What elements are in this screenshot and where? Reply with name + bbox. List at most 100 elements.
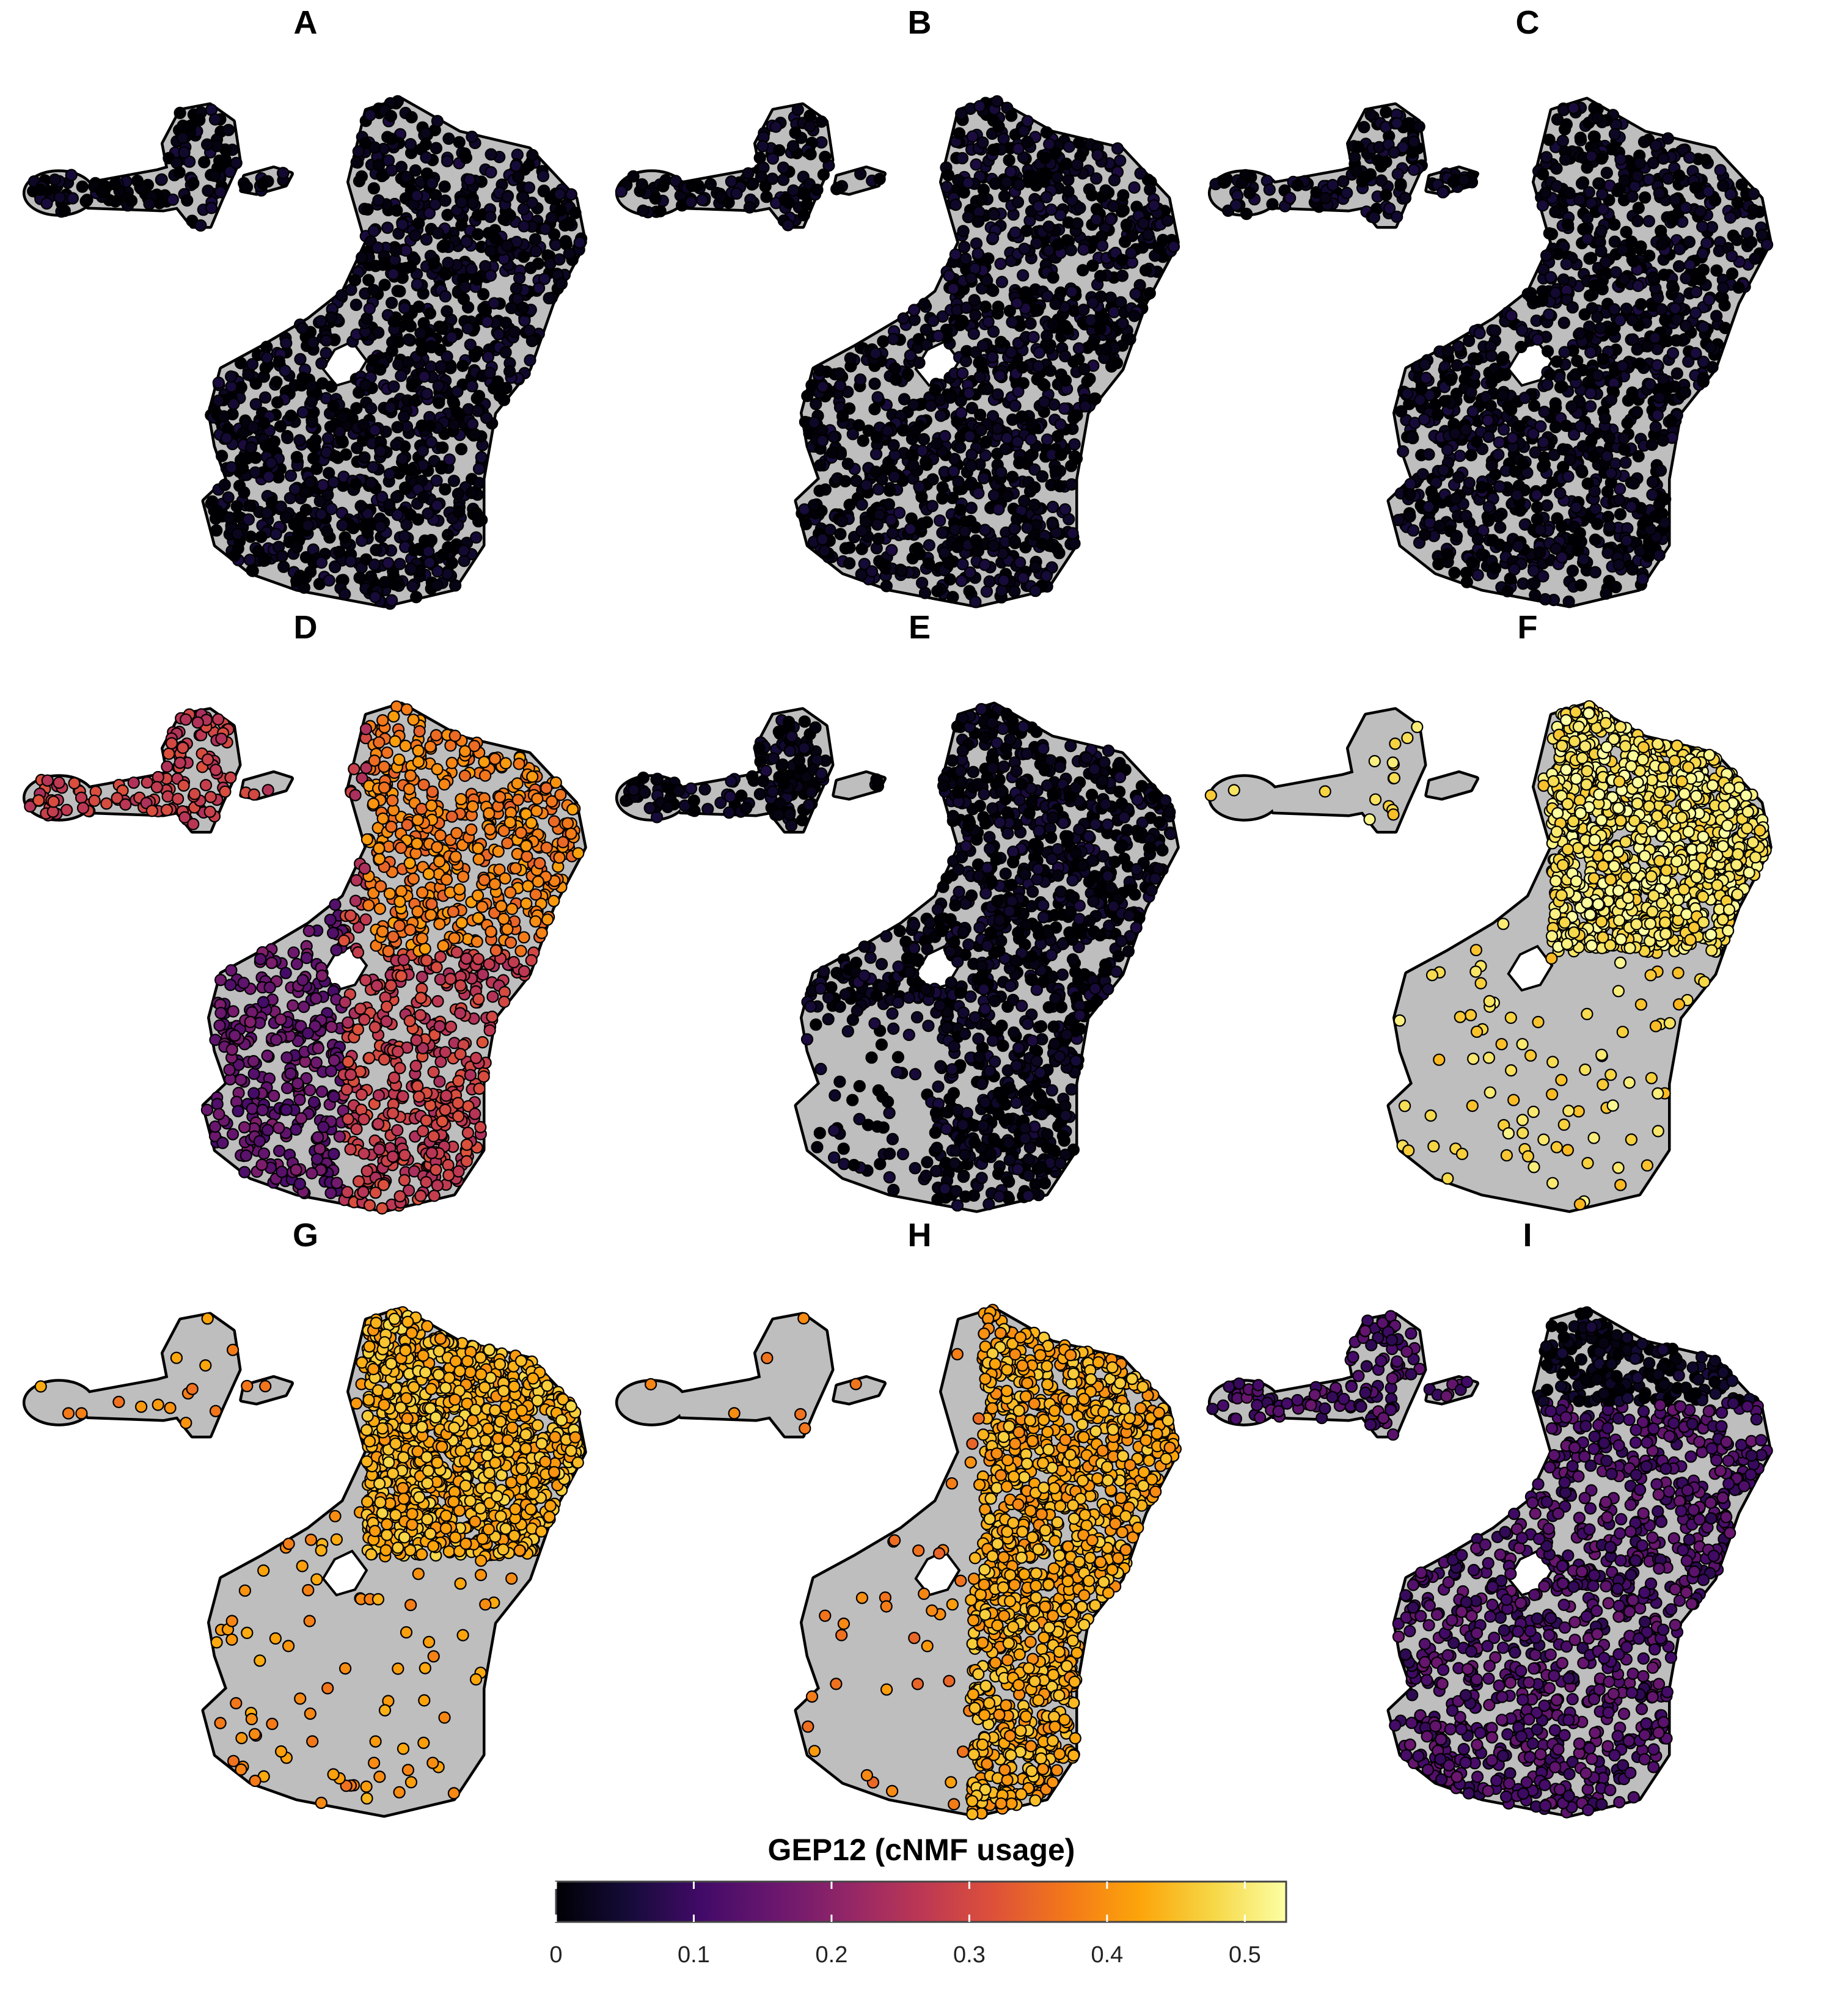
cell-point <box>430 142 443 155</box>
cell-point <box>1732 281 1745 294</box>
cell-point <box>315 1085 329 1098</box>
cell-point <box>1403 488 1416 501</box>
cell-point <box>872 483 885 496</box>
cell-point <box>1042 244 1055 257</box>
cell-point <box>174 106 186 119</box>
cell-point <box>501 191 514 203</box>
cell-point <box>1018 494 1031 508</box>
cell-point <box>882 498 896 511</box>
cell-point <box>1000 431 1014 445</box>
cell-point <box>843 557 856 570</box>
cell-point <box>364 518 377 531</box>
cell-point <box>1039 152 1052 164</box>
cell-point <box>1454 450 1466 462</box>
cell-point <box>1606 323 1619 337</box>
cell-point <box>789 126 802 139</box>
cell-point <box>208 113 222 126</box>
cell-point <box>1689 307 1702 320</box>
cell-point <box>1047 318 1059 331</box>
cell-point <box>536 170 550 183</box>
cell-point <box>181 120 194 133</box>
cell-point <box>230 500 243 513</box>
cell-point <box>777 161 790 174</box>
cell-point <box>686 180 698 192</box>
cell-point <box>854 167 867 180</box>
cell-point <box>206 495 219 508</box>
cell-point <box>963 429 976 443</box>
cell-point <box>420 151 433 164</box>
cell-point <box>249 398 262 411</box>
cell-point <box>926 473 939 486</box>
cell-point <box>1614 508 1627 521</box>
cell-point <box>442 257 455 269</box>
cell-point <box>1064 244 1078 257</box>
cell-point <box>404 138 417 151</box>
cell-point <box>1634 243 1647 255</box>
cell-point <box>1031 304 1044 316</box>
cell-point <box>1653 187 1666 200</box>
cell-point <box>1011 297 1023 310</box>
cell-point <box>404 508 417 521</box>
cell-point <box>1573 327 1587 340</box>
cell-point <box>766 172 779 185</box>
cell-point <box>1653 549 1666 562</box>
cell-point <box>465 486 478 499</box>
cell-point <box>386 345 398 357</box>
cell-point <box>1666 347 1680 360</box>
cell-point <box>1540 151 1553 164</box>
cell-point <box>1619 456 1632 469</box>
cell-point <box>926 500 938 513</box>
cell-point <box>309 434 322 447</box>
cell-point <box>1319 192 1332 205</box>
cell-point <box>243 553 256 566</box>
cell-point <box>411 278 424 291</box>
cell-point <box>1658 268 1670 281</box>
cell-point <box>931 585 944 597</box>
cell-point <box>1714 164 1727 177</box>
cell-point <box>957 225 970 238</box>
cell-point <box>1549 397 1562 410</box>
cell-point <box>1656 434 1669 447</box>
cell-point <box>406 580 419 593</box>
cell-point <box>1591 517 1604 530</box>
cell-point <box>1577 553 1590 566</box>
cell-point <box>854 373 867 386</box>
cell-point <box>211 1098 224 1111</box>
cell-point <box>381 131 394 144</box>
cell-point <box>1556 520 1568 533</box>
cell-point <box>1539 186 1552 200</box>
cell-point <box>1627 477 1640 490</box>
cell-point <box>329 561 342 574</box>
cell-point <box>916 444 929 458</box>
cell-point <box>1449 492 1462 505</box>
cell-point <box>431 115 444 128</box>
cell-point <box>1079 400 1092 413</box>
cell-point <box>455 793 467 806</box>
cell-point <box>1058 402 1071 415</box>
cell-point <box>573 236 586 249</box>
cell-point <box>1631 343 1644 356</box>
cell-point <box>983 575 996 588</box>
cell-point <box>1062 185 1075 198</box>
cell-point <box>1040 191 1053 203</box>
cell-point <box>1598 412 1611 425</box>
cell-point <box>826 446 839 459</box>
cell-point <box>1441 345 1454 357</box>
cell-point <box>1452 470 1465 484</box>
cell-point <box>1549 205 1562 219</box>
cell-point <box>1747 188 1760 200</box>
cell-point <box>883 484 896 497</box>
cell-point <box>364 109 376 122</box>
cell-point <box>281 431 294 445</box>
cell-point <box>365 402 378 415</box>
cell-point <box>1028 481 1041 494</box>
cell-point <box>1125 247 1138 260</box>
cell-point <box>1117 204 1130 217</box>
cell-point <box>313 495 326 508</box>
cell-point <box>1077 304 1090 316</box>
cell-point <box>992 503 1005 516</box>
cell-point <box>1337 175 1350 188</box>
cell-point <box>299 486 312 499</box>
cell-point <box>349 478 362 491</box>
cell-point <box>890 373 902 386</box>
